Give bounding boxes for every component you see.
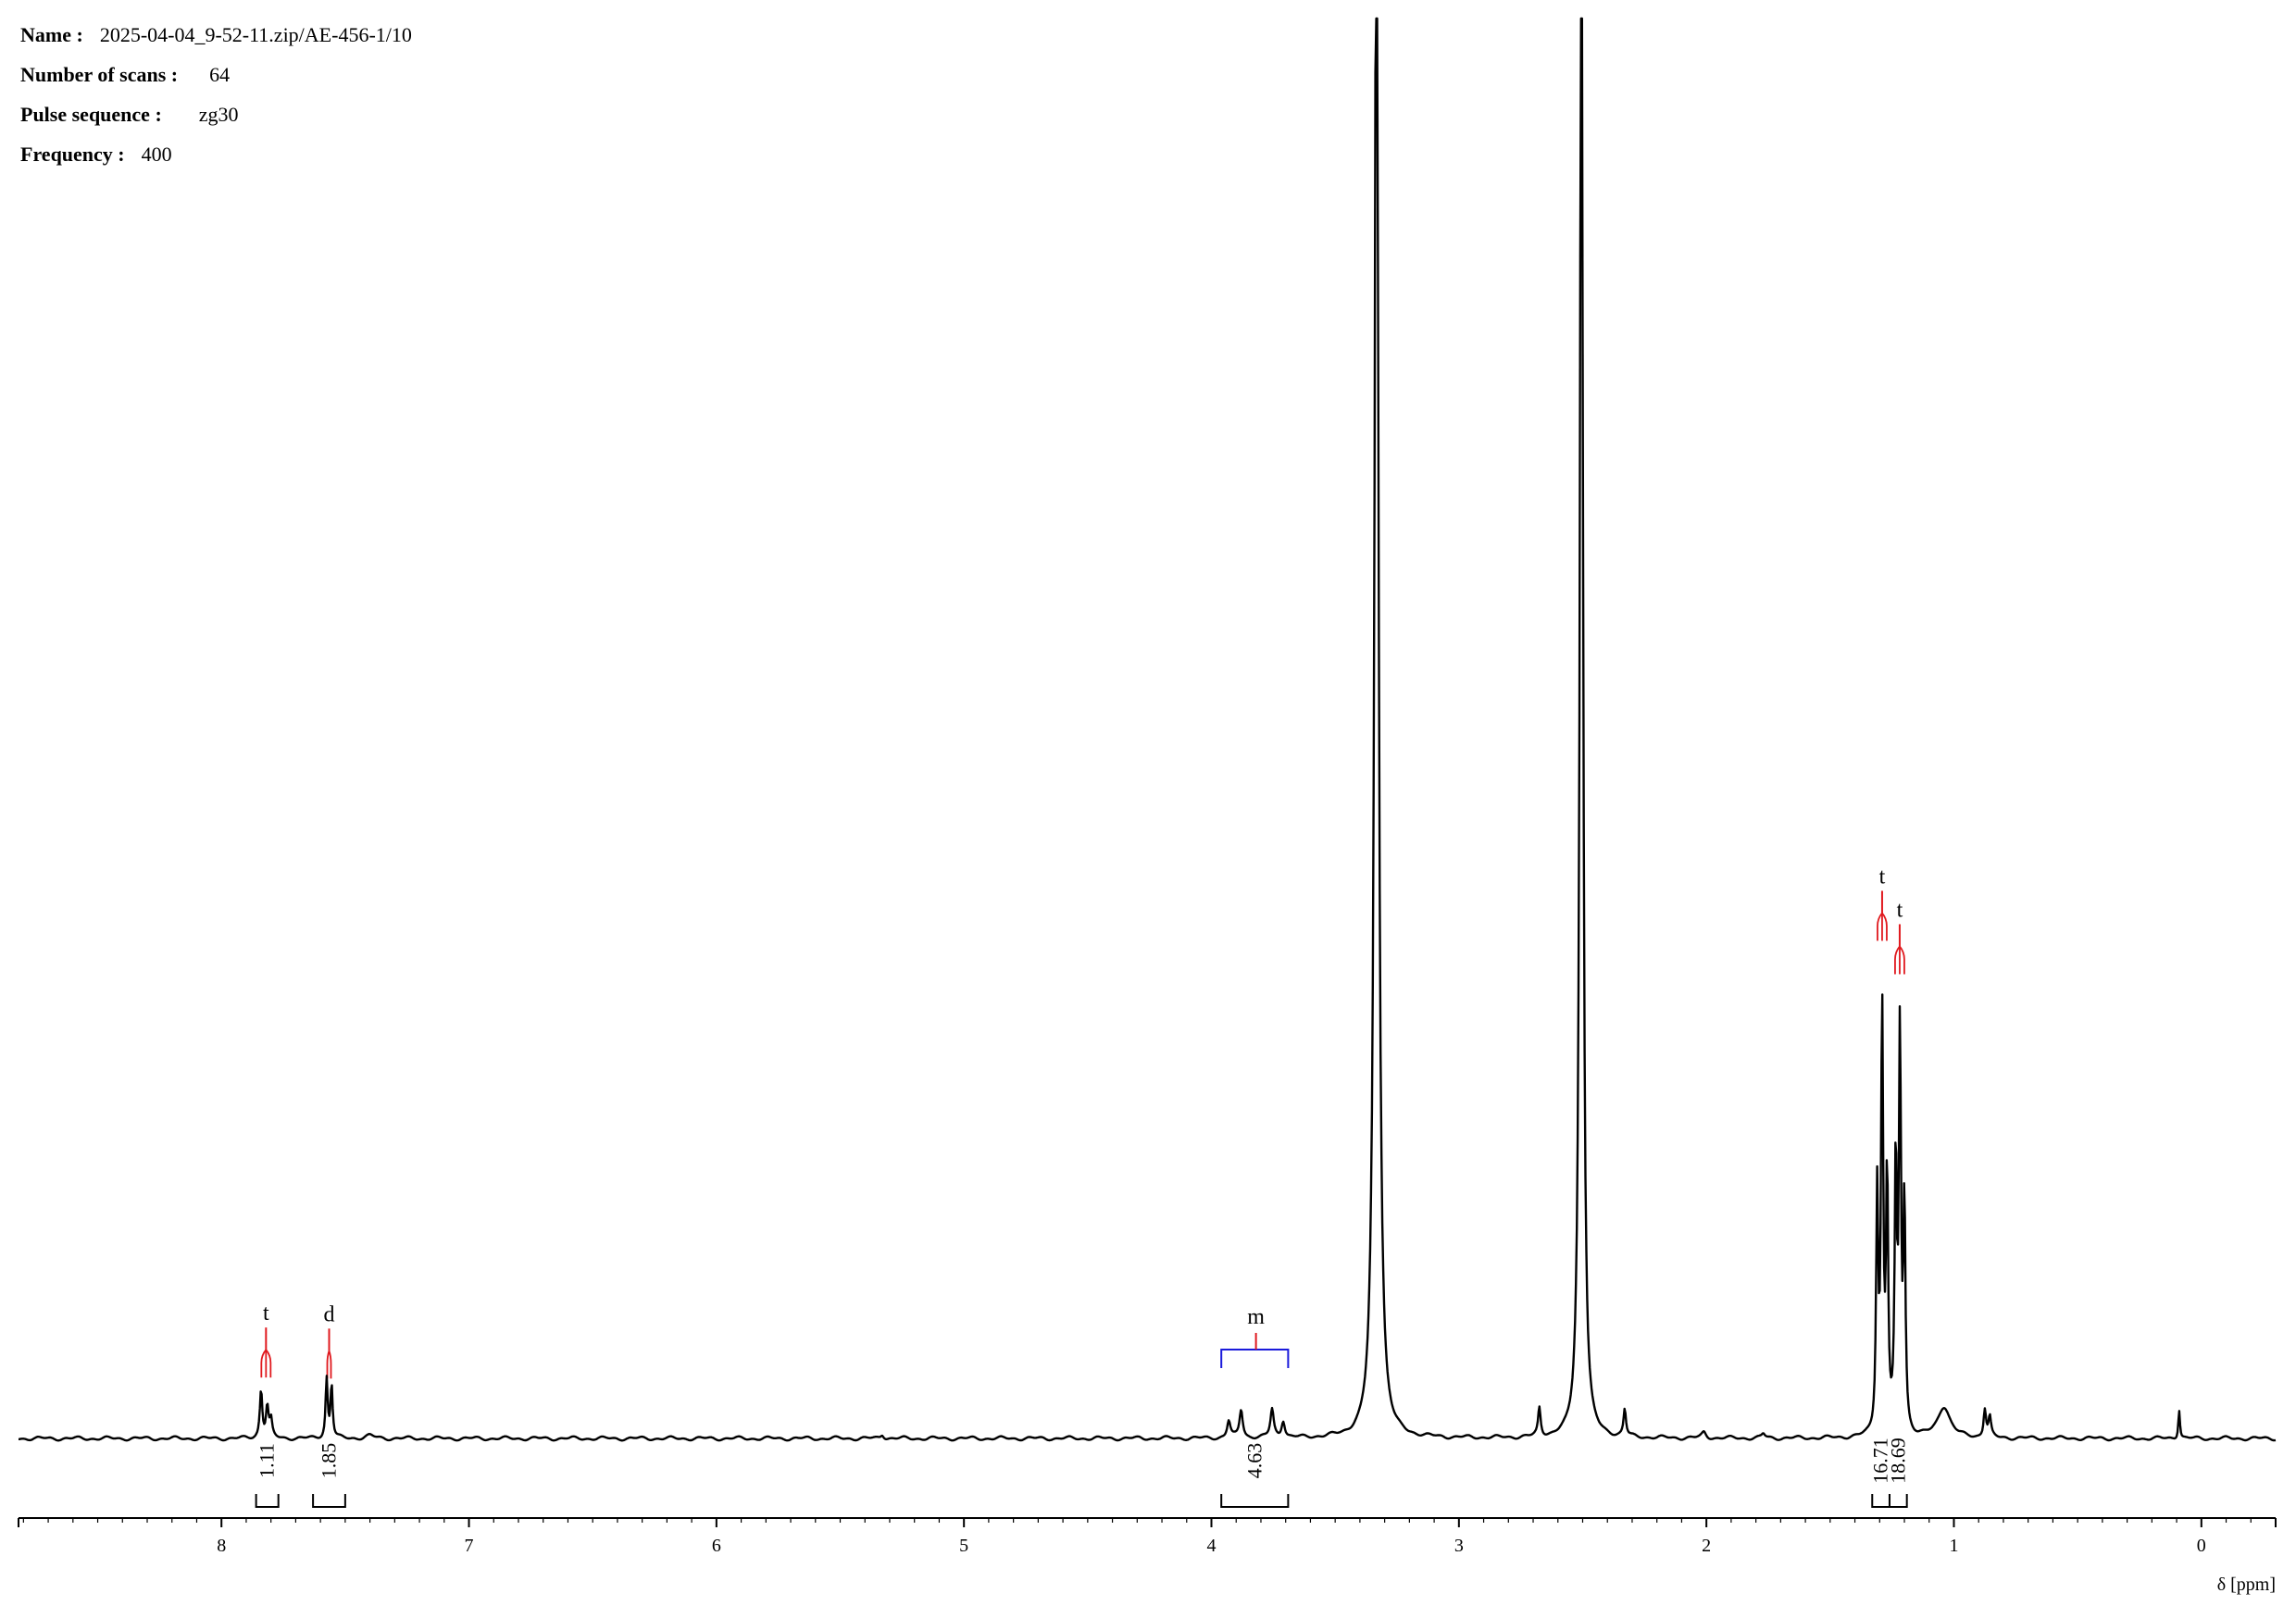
integral-bracket	[255, 1494, 280, 1508]
tick-label: 6	[712, 1536, 721, 1556]
multiplet-line	[1894, 945, 1901, 975]
tick-label: 7	[465, 1536, 474, 1556]
multiplet-line	[326, 1350, 331, 1379]
frequency-row: Frequency : 400	[20, 134, 412, 174]
integral-value: 1.85	[317, 1443, 340, 1479]
tick-label: 5	[959, 1536, 968, 1556]
multiplet-label: m	[1247, 1305, 1265, 1329]
integral-value: 16.71	[1869, 1438, 1892, 1484]
tick-label: 4	[1207, 1536, 1217, 1556]
frequency-value: 400	[141, 142, 172, 166]
name-value: 2025-04-04_9-52-11.zip/AE-456-1/10	[99, 22, 412, 46]
multiplet-line	[328, 1350, 332, 1379]
pulse-value: zg30	[198, 102, 239, 126]
tick-label: 2	[1702, 1536, 1711, 1556]
integral-bracket	[1871, 1494, 1890, 1508]
multiplet-label: t	[1897, 898, 1903, 922]
multiplet-group: t d mtt	[260, 865, 1905, 1379]
multiplet-label: d	[323, 1302, 334, 1326]
tick-label: 0	[2197, 1536, 2206, 1556]
x-axis-title: δ [ppm]	[2217, 1574, 2276, 1595]
integral-bracket	[1888, 1494, 1908, 1508]
scans-row: Number of scans : 64	[20, 55, 412, 94]
integral-value: 1.11	[256, 1443, 279, 1478]
x-axis-ticks: 8 7 6 5 4 3 2 1 0	[18, 1518, 2277, 1556]
tick-label: 1	[1949, 1536, 1958, 1556]
scans-key: Number of scans :	[20, 62, 179, 86]
pulse-key: Pulse sequence :	[20, 102, 162, 126]
tick-label: 3	[1454, 1536, 1464, 1556]
multiplet-label: t	[263, 1301, 269, 1326]
pulse-row: Pulse sequence : zg30	[20, 94, 412, 134]
multiplet-range-bracket	[1220, 1349, 1290, 1368]
multiplet-line	[265, 1349, 272, 1378]
frequency-key: Frequency :	[20, 142, 125, 166]
tick-label: 8	[217, 1536, 226, 1556]
name-row: Name : 2025-04-04_9-52-11.zip/AE-456-1/1…	[20, 15, 412, 55]
scans-value: 64	[209, 62, 231, 86]
multiplet-line	[1881, 912, 1888, 941]
spectrum-trace	[18, 17, 2277, 1442]
integral-bracket	[312, 1494, 346, 1508]
integral-value: 4.63	[1242, 1443, 1266, 1479]
multiplet-line	[1899, 945, 1905, 975]
integral-value: 18.69	[1886, 1438, 1909, 1484]
integral-bracket	[1220, 1494, 1290, 1508]
multiplet-line	[260, 1349, 268, 1378]
name-key: Name :	[20, 22, 83, 46]
multiplet-label: t	[1879, 865, 1886, 889]
acquisition-info: Name : 2025-04-04_9-52-11.zip/AE-456-1/1…	[20, 15, 412, 174]
multiplet-line	[1877, 912, 1883, 941]
